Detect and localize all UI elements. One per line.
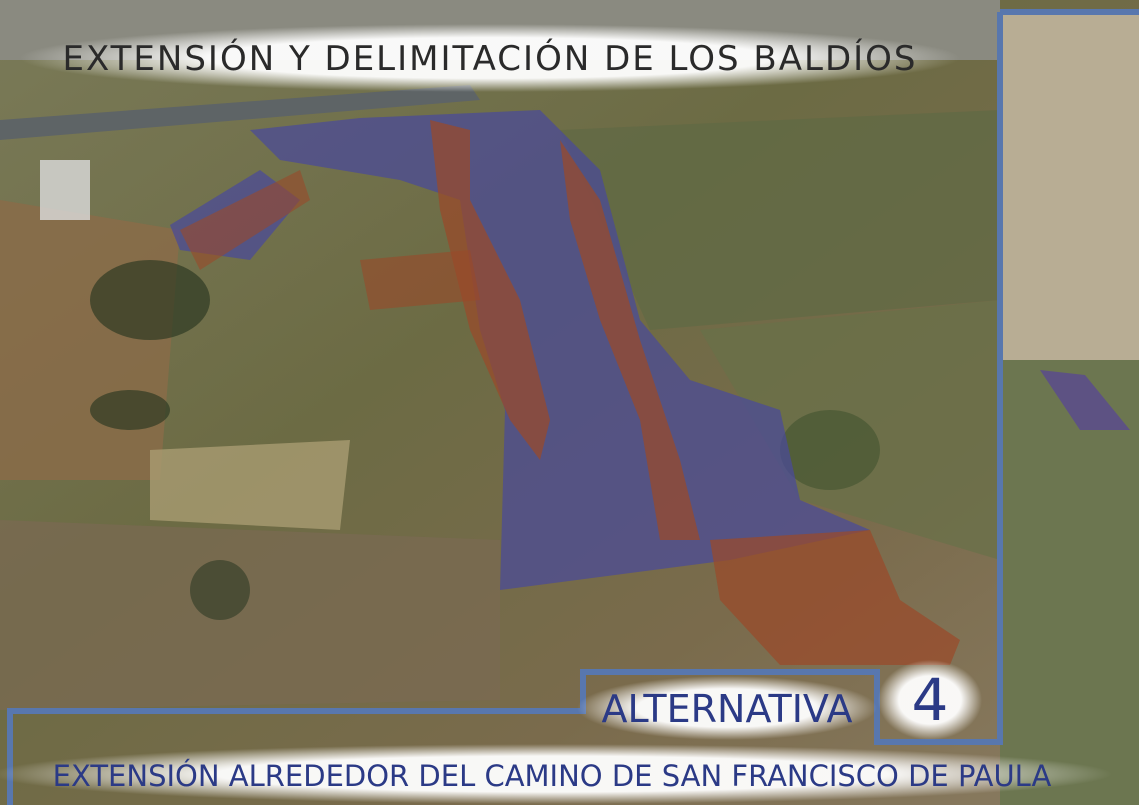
alternative-label: ALTERNATIVA	[601, 687, 852, 731]
subtitle: EXTENSIÓN ALREDEDOR DEL CAMINO DE SAN FR…	[53, 759, 1052, 793]
map-poster: EXTENSIÓN Y DELIMITACIÓN DE LOS BALDÍOS …	[0, 0, 1139, 805]
title: EXTENSIÓN Y DELIMITACIÓN DE LOS BALDÍOS	[62, 38, 917, 79]
page: EXTENSIÓN Y DELIMITACIÓN DE LOS BALDÍOS …	[0, 0, 1139, 805]
alternative-number: 4	[912, 666, 949, 734]
